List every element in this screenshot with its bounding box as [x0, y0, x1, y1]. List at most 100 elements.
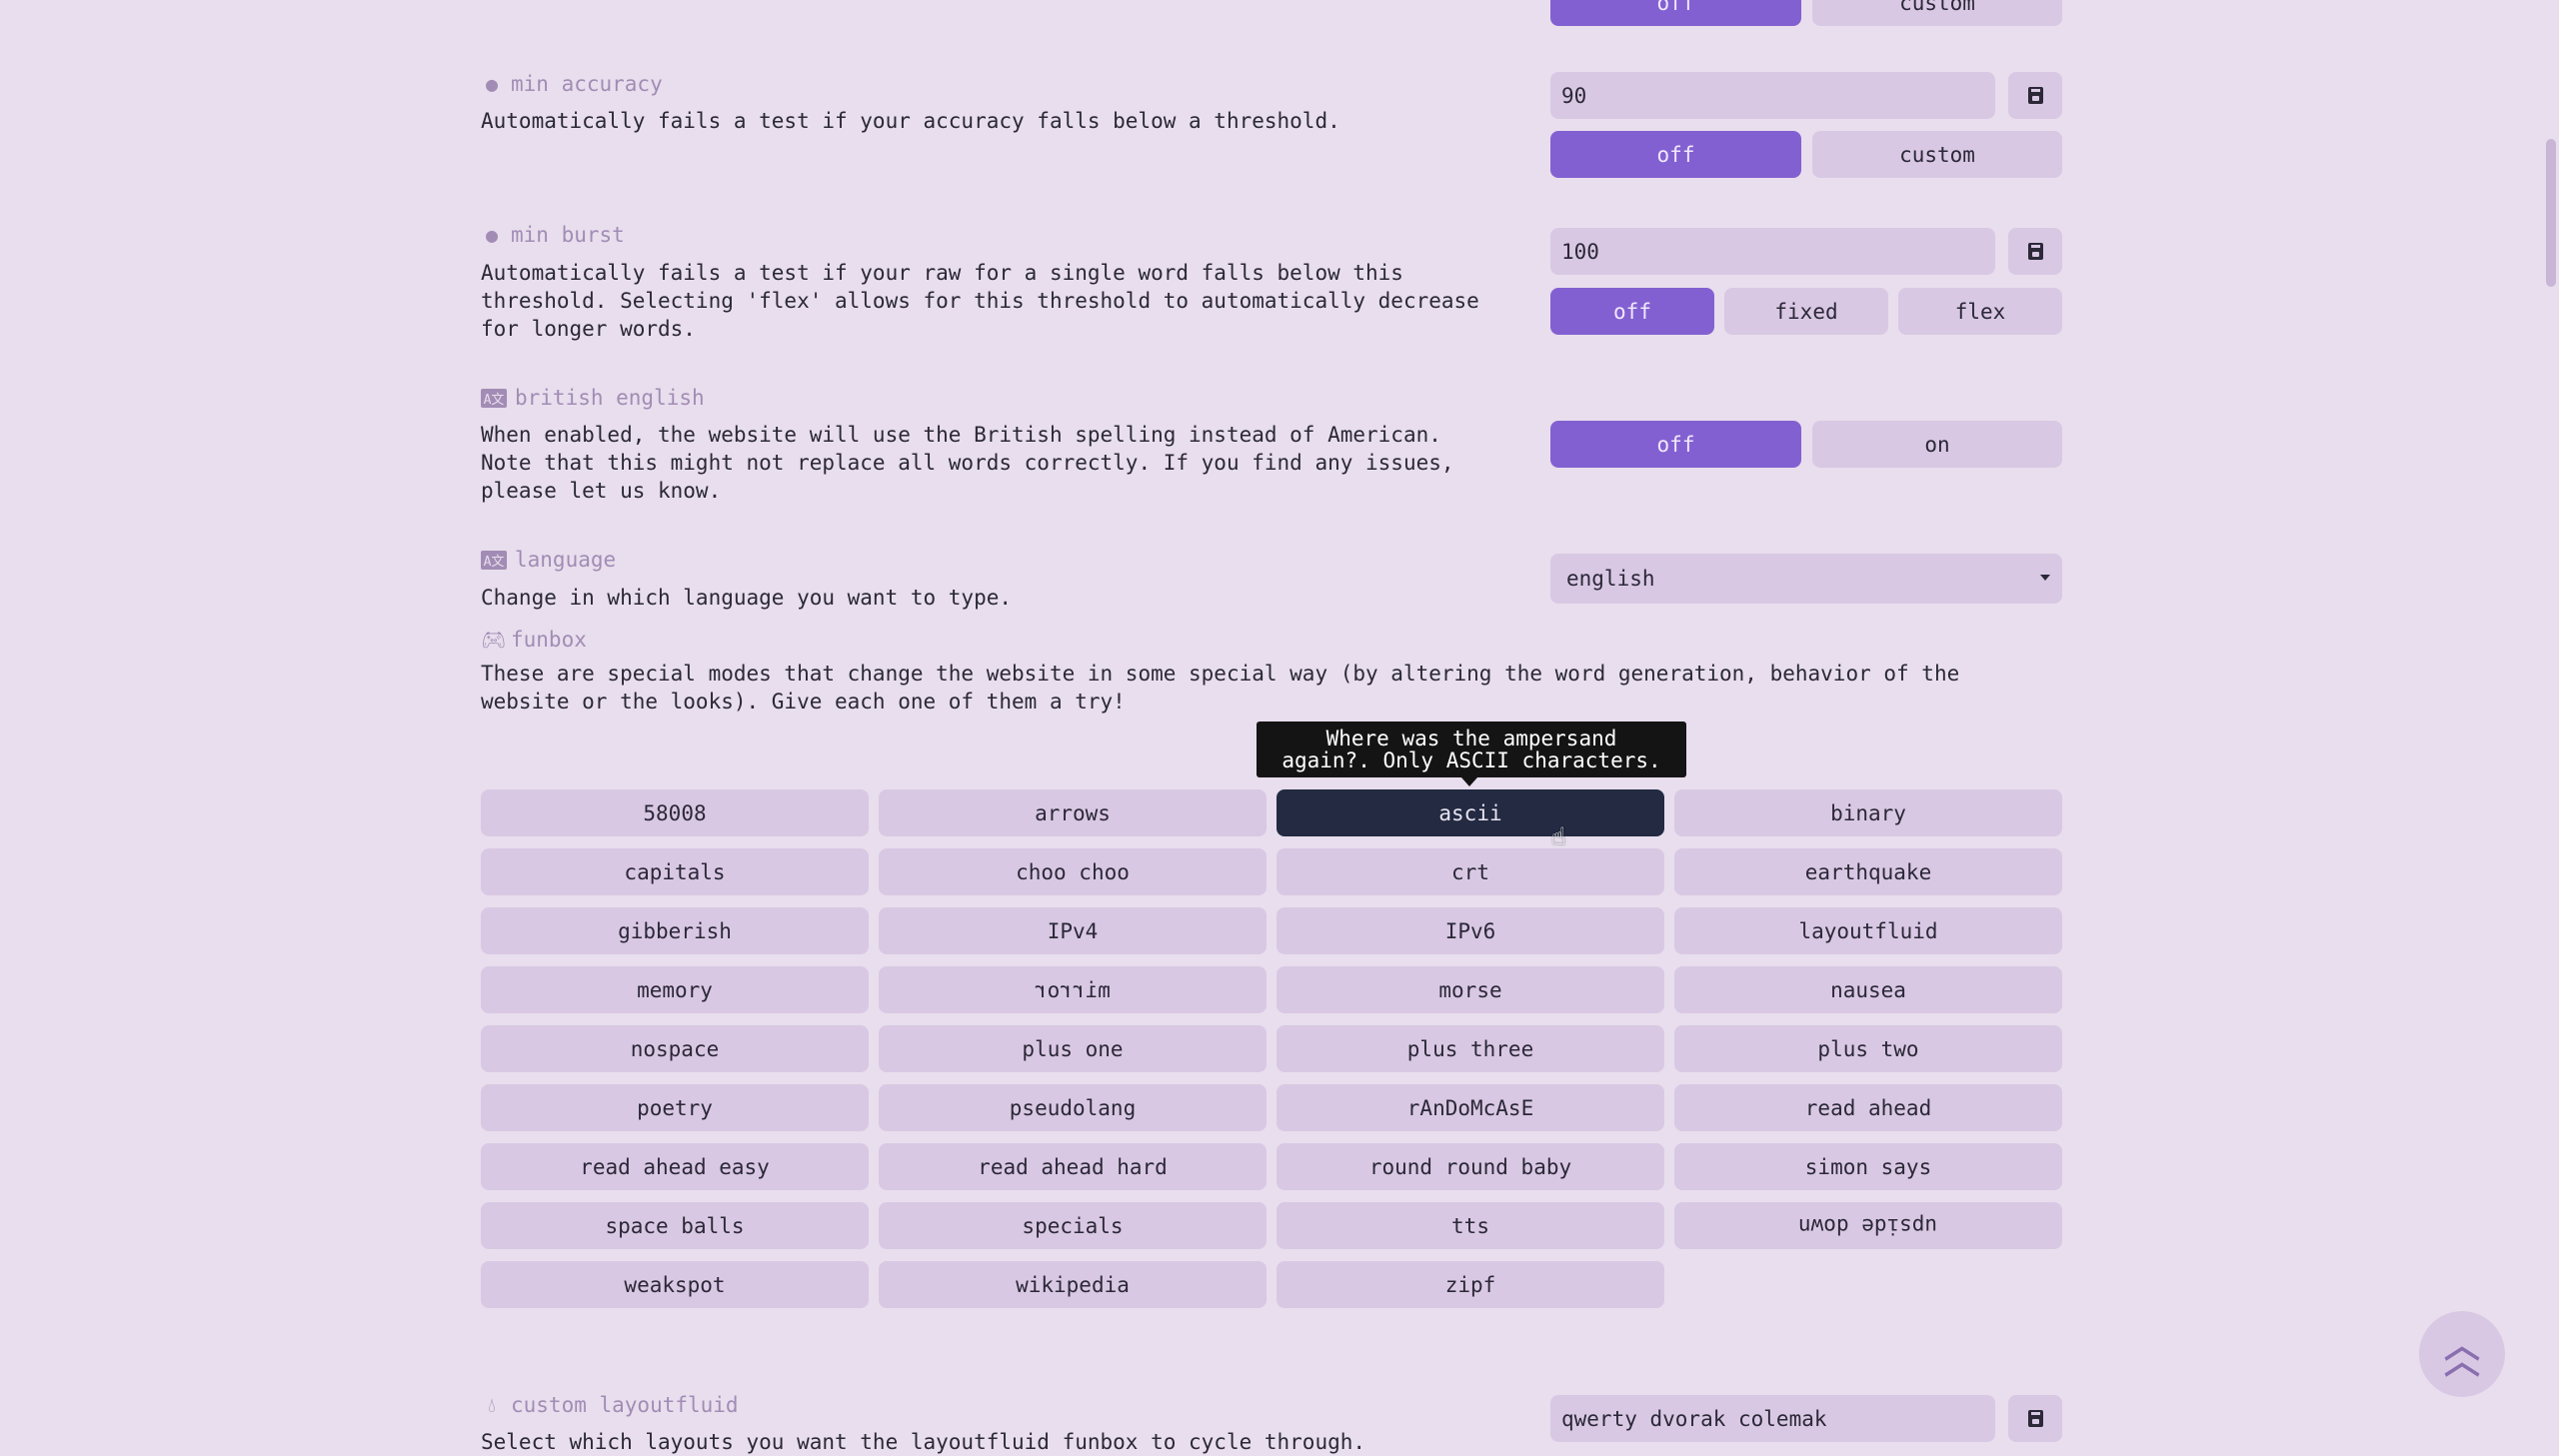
funbox-item-specials[interactable]: specials — [879, 1202, 1267, 1249]
funbox-item-wikipedia[interactable]: wikipedia — [879, 1261, 1267, 1308]
funbox-item-label: binary — [1830, 800, 1906, 825]
min-burst-off-button[interactable]: off — [1550, 288, 1714, 335]
min-burst-fixed-button[interactable]: fixed — [1724, 288, 1888, 335]
funbox-item-upside-down[interactable]: upside down — [1674, 1202, 2062, 1249]
funbox-item-read-ahead-easy[interactable]: read ahead easy — [481, 1143, 869, 1190]
funbox-item-label: layoutfluid — [1798, 918, 1938, 943]
funbox-item-label: plus three — [1406, 1036, 1534, 1061]
min-accuracy-off-button[interactable]: off — [1550, 131, 1801, 178]
funbox-item-label: crt — [1451, 859, 1489, 884]
funbox-item-round-round-baby[interactable]: round round baby — [1277, 1143, 1664, 1190]
min-burst-save-button[interactable] — [2008, 228, 2062, 275]
funbox-item-plus-one[interactable]: plus one — [879, 1025, 1267, 1072]
funbox-item-label: morse — [1438, 977, 1502, 1002]
funbox-item-space-balls[interactable]: space balls — [481, 1202, 869, 1249]
funbox-item-ascii[interactable]: ascii — [1277, 789, 1664, 836]
funbox-item-label: space balls — [605, 1213, 745, 1238]
min-burst-heading: ● min burst — [481, 223, 625, 247]
funbox-item-label: gibberish — [618, 918, 732, 943]
save-icon — [2027, 243, 2043, 260]
custom-layoutfluid-input[interactable]: qwerty dvorak colemak — [1550, 1395, 1995, 1442]
min-burst-title: min burst — [511, 223, 625, 247]
funbox-item-label: read ahead easy — [580, 1154, 770, 1179]
language-icon: A文 — [481, 550, 507, 570]
tint-icon: 💧︎ — [488, 1393, 496, 1417]
scroll-to-top-button[interactable]: ︿ ︿ — [2419, 1311, 2505, 1397]
funbox-item-zipf[interactable]: zipf — [1277, 1261, 1664, 1308]
min-burst-input[interactable]: 100 — [1550, 228, 1995, 275]
funbox-item-choo-choo[interactable]: choo choo — [879, 848, 1267, 895]
bomb-icon: ● — [485, 223, 499, 247]
min-accuracy-input[interactable]: 90 — [1550, 72, 1995, 119]
min-burst-flex-button[interactable]: flex — [1898, 288, 2062, 335]
top-custom-button[interactable]: custom — [1812, 0, 2062, 26]
british-english-off-button[interactable]: off — [1550, 421, 1801, 468]
bomb-icon: ● — [485, 72, 499, 96]
funbox-item-read-ahead-hard[interactable]: read ahead hard — [879, 1143, 1267, 1190]
british-english-on-button[interactable]: on — [1812, 421, 2062, 468]
funbox-item-gibberish[interactable]: gibberish — [481, 907, 869, 954]
funbox-item-label: earthquake — [1804, 859, 1932, 884]
british-english-description: When enabled, the website will use the B… — [481, 423, 1454, 503]
funbox-item-simon-says[interactable]: simon says — [1674, 1143, 2062, 1190]
funbox-item-label: arrows — [1035, 800, 1111, 825]
funbox-item-label: tts — [1451, 1213, 1489, 1238]
funbox-item-morse[interactable]: morse — [1277, 966, 1664, 1013]
funbox-item-label: nospace — [630, 1036, 720, 1061]
funbox-title: funbox — [511, 628, 587, 652]
funbox-item-memory[interactable]: memory — [481, 966, 869, 1013]
funbox-item-label: nausea — [1830, 977, 1906, 1002]
funbox-item-pseudolang[interactable]: pseudolang — [879, 1084, 1267, 1131]
scrollbar-thumb[interactable] — [2546, 139, 2556, 287]
funbox-item-nospace[interactable]: nospace — [481, 1025, 869, 1072]
funbox-item-label: capitals — [624, 859, 726, 884]
top-off-button[interactable]: off — [1550, 0, 1801, 26]
funbox-item-randomcase[interactable]: rAnDoMcAsE — [1277, 1084, 1664, 1131]
custom-layoutfluid-title: custom layoutfluid — [511, 1393, 739, 1417]
funbox-item-label: 58008 — [643, 800, 707, 825]
funbox-item-weakspot[interactable]: weakspot — [481, 1261, 869, 1308]
custom-layoutfluid-save-button[interactable] — [2008, 1395, 2062, 1442]
british-english-title: british english — [515, 386, 705, 410]
funbox-item-tts[interactable]: tts — [1277, 1202, 1664, 1249]
min-accuracy-description: Automatically fails a test if your accur… — [481, 109, 1340, 133]
funbox-item-read-ahead[interactable]: read ahead — [1674, 1084, 2062, 1131]
funbox-item-label: poetry — [637, 1095, 713, 1120]
funbox-item-label: IPv6 — [1444, 918, 1496, 943]
language-selected: english — [1566, 567, 1655, 591]
funbox-item-ipv6[interactable]: IPv6 — [1277, 907, 1664, 954]
funbox-item-capitals[interactable]: capitals — [481, 848, 869, 895]
funbox-grid: 58008 arrows ascii binary capitals choo choo c… — [481, 789, 2062, 1308]
min-accuracy-save-button[interactable] — [2008, 72, 2062, 119]
funbox-item-label: IPv4 — [1047, 918, 1099, 943]
min-accuracy-custom-button[interactable]: custom — [1812, 131, 2062, 178]
save-icon — [2027, 1410, 2043, 1427]
funbox-item-label: plus one — [1022, 1036, 1124, 1061]
hand-cursor-icon: ☝ — [1551, 822, 1566, 850]
funbox-item-label: weakspot — [624, 1272, 726, 1297]
funbox-item-binary[interactable]: binary — [1674, 789, 2062, 836]
funbox-item-earthquake[interactable]: earthquake — [1674, 848, 2062, 895]
funbox-item-label: mirror — [1035, 977, 1111, 1002]
min-burst-description: Automatically fails a test if your raw f… — [481, 261, 1479, 341]
funbox-item-label: wikipedia — [1016, 1272, 1130, 1297]
funbox-item-arrows[interactable]: arrows — [879, 789, 1267, 836]
funbox-item-label: pseudolang — [1009, 1095, 1137, 1120]
funbox-item-mirror[interactable]: mirror — [879, 966, 1267, 1013]
funbox-item-ipv4[interactable]: IPv4 — [879, 907, 1267, 954]
funbox-item-58008[interactable]: 58008 — [481, 789, 869, 836]
funbox-item-layoutfluid[interactable]: layoutfluid — [1674, 907, 2062, 954]
funbox-item-plus-two[interactable]: plus two — [1674, 1025, 2062, 1072]
language-description: Change in which language you want to typ… — [481, 586, 1013, 610]
save-icon — [2027, 87, 2043, 104]
language-select[interactable]: english — [1550, 554, 2062, 604]
funbox-item-plus-three[interactable]: plus three — [1277, 1025, 1664, 1072]
funbox-item-crt[interactable]: crt — [1277, 848, 1664, 895]
funbox-item-label: specials — [1022, 1213, 1124, 1238]
funbox-item-nausea[interactable]: nausea — [1674, 966, 2062, 1013]
funbox-item-poetry[interactable]: poetry — [481, 1084, 869, 1131]
funbox-heading: 🎮︎ funbox — [481, 628, 587, 652]
language-title: language — [515, 548, 617, 572]
funbox-item-label: rAnDoMcAsE — [1406, 1095, 1534, 1120]
min-accuracy-heading: ● min accuracy — [481, 72, 663, 96]
